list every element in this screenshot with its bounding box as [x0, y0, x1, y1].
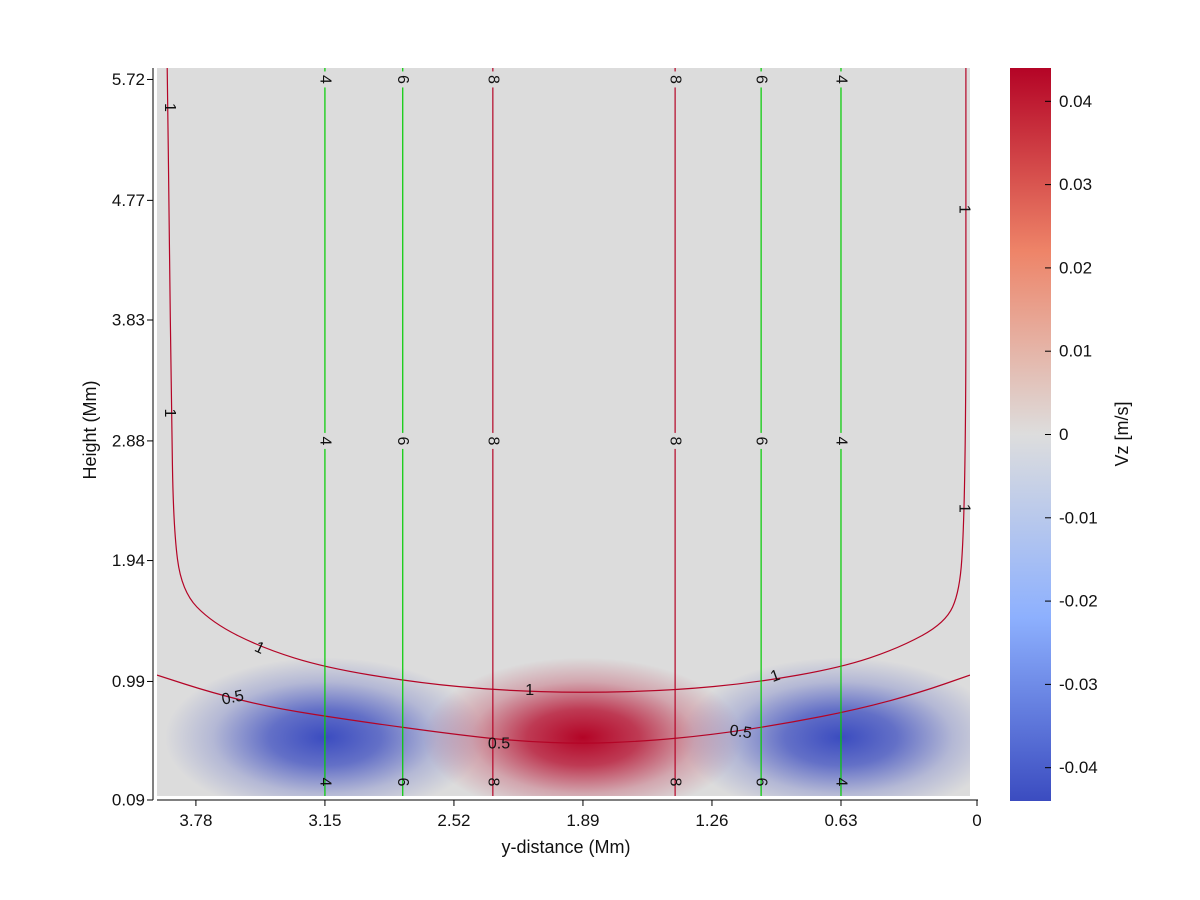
colorbar-tick-label: -0.01 [1059, 508, 1098, 527]
contour-label: 0.5 [488, 735, 510, 752]
colorbar-tick-label: 0.03 [1059, 175, 1092, 194]
x-tick-label: 3.15 [308, 811, 341, 830]
x-tick-label: 3.78 [179, 811, 212, 830]
x-tick-label: 1.89 [566, 811, 599, 830]
colorbar: 0.04 0.03 0.02 0.01 0 -0.01 -0.02 -0.03 -0.04 [1010, 68, 1098, 801]
x-tick-label: 1.26 [695, 811, 728, 830]
y-tick-label: 0.09 [112, 791, 145, 810]
x-axis-title: y-distance (Mm) [501, 837, 630, 857]
contour-label: 6 [753, 436, 770, 445]
contour-label: 4 [832, 436, 849, 445]
colorbar-tick-label: -0.04 [1059, 758, 1098, 777]
x-tick-label: 0 [972, 811, 981, 830]
contour-label: 8 [484, 75, 501, 84]
vz-blob-negative [681, 657, 970, 796]
contour-label: 4 [832, 778, 849, 787]
contour-label: 0.5 [220, 687, 245, 708]
colorbar-tick-label: 0 [1059, 425, 1068, 444]
contour-label: 1 [161, 103, 178, 112]
y-tick-label: 2.88 [112, 431, 145, 450]
y-tick-label: 1.94 [112, 551, 145, 570]
contour-curve-0.5 [157, 674, 970, 744]
y-tick-label: 5.72 [112, 70, 145, 89]
contour-label: 4 [316, 436, 333, 445]
contour-label: 0.5 [728, 722, 752, 742]
contour-label: 8 [667, 75, 684, 84]
contour-label: 6 [394, 778, 411, 787]
x-tick-label: 0.63 [824, 811, 857, 830]
contour-label: 8 [667, 436, 684, 445]
x-tick-label: 2.52 [437, 811, 470, 830]
contour-label: 1 [955, 205, 972, 214]
y-tick-label: 0.99 [112, 672, 145, 691]
colorbar-tick-label: 0.01 [1059, 342, 1092, 361]
contour-curve-1 [166, 68, 967, 693]
x-axis: 3.78 3.15 2.52 1.89 1.26 0.63 0 [157, 799, 982, 830]
y-tick-label: 3.83 [112, 311, 145, 330]
contour-label: 4 [316, 75, 333, 84]
contour-label: 4 [316, 778, 333, 787]
contour-label: 1 [161, 408, 178, 417]
colorbar-gradient [1010, 68, 1051, 801]
y-axis: 0.09 0.99 1.94 2.88 3.83 4.77 5.72 [112, 68, 154, 810]
contour-label: 6 [753, 75, 770, 84]
colorbar-tick-label: -0.02 [1059, 592, 1098, 611]
colorbar-tick-label: 0.04 [1059, 92, 1092, 111]
contour-label: 1 [955, 504, 972, 513]
colorbar-tick-label: 0.02 [1059, 258, 1092, 277]
y-axis-title: Height (Mm) [80, 380, 100, 479]
colorbar-tick-label: -0.03 [1059, 675, 1098, 694]
contour-label: 6 [394, 436, 411, 445]
contour-label: 8 [484, 778, 501, 787]
vz-blob-positive [423, 657, 743, 796]
contour-label: 1 [525, 682, 534, 699]
colorbar-title: Vz [m/s] [1112, 401, 1132, 466]
contour-label: 4 [832, 75, 849, 84]
contour-label: 6 [753, 778, 770, 787]
contour-label: 6 [394, 75, 411, 84]
y-tick-label: 4.77 [112, 191, 145, 210]
contour-label: 8 [484, 436, 501, 445]
contour-label: 8 [667, 778, 684, 787]
